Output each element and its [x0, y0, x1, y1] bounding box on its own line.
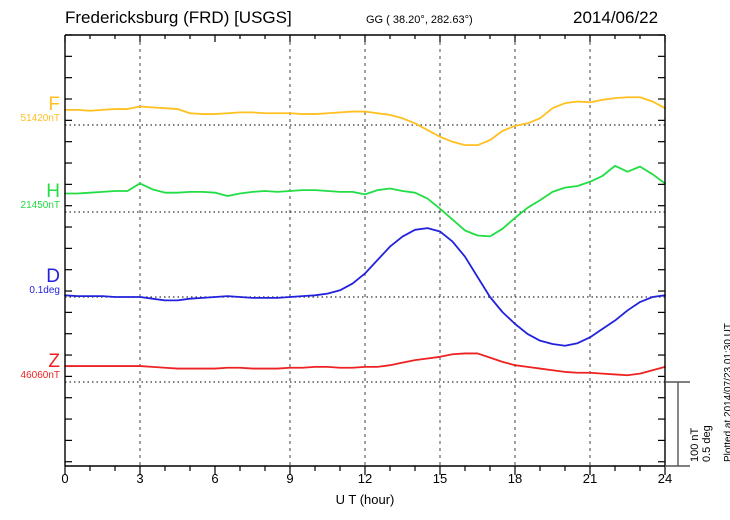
x-tick-label: 0 — [61, 471, 69, 486]
x-tick-label: 24 — [657, 471, 673, 486]
x-axis-label: U T (hour) — [335, 492, 395, 507]
component-baseline-f: 51420nT — [20, 113, 60, 124]
component-letter-z: Z — [48, 351, 60, 372]
component-baseline-h: 21450nT — [20, 200, 60, 211]
x-tick-label: 15 — [432, 471, 448, 486]
component-baseline-d: 0.1deg — [29, 285, 60, 296]
trace-h — [64, 164, 666, 238]
scale-bar-label: 100 nT — [689, 428, 701, 462]
trace-f — [64, 96, 666, 147]
observation-date: 2014/06/22 — [573, 8, 659, 27]
component-letter-h: H — [46, 181, 60, 202]
x-tick-label: 3 — [136, 471, 144, 486]
x-tick-label: 12 — [357, 471, 373, 486]
trace-d — [64, 227, 666, 347]
scale-bar-label-deg: 0.5 deg — [701, 425, 713, 462]
scale-bar-deg: 0.5 deg — [701, 425, 713, 462]
component-letter-d: D — [46, 266, 60, 287]
page-title: Fredericksburg (FRD) [USGS] — [65, 8, 292, 27]
x-tick-label: 9 — [286, 471, 294, 486]
component-letter-f: F — [48, 94, 60, 115]
x-tick-label: 6 — [211, 471, 219, 486]
scale-bar-nt: 100 nT — [689, 427, 701, 462]
x-tick-label: 21 — [582, 471, 598, 486]
trace-z — [64, 352, 666, 377]
geographic-coordinates: GG ( 38.20°, 282.63°) — [366, 14, 473, 26]
component-baseline-z: 46060nT — [20, 370, 60, 381]
x-tick-label: 18 — [507, 471, 523, 486]
plotted-at-timestamp: Plotted at 2014/07/23 01:30 UT — [723, 323, 730, 462]
